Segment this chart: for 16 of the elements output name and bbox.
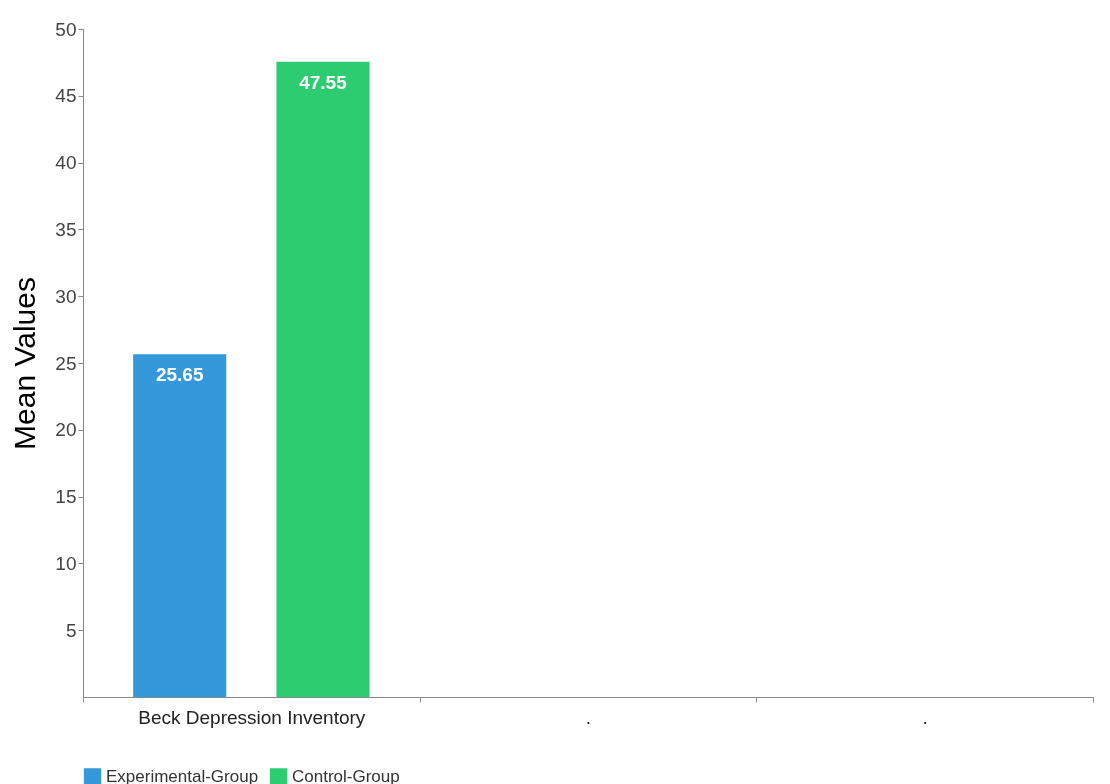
y-tick-label: 10 bbox=[55, 552, 77, 574]
y-axis-title: Mean Values bbox=[8, 277, 42, 450]
y-tick-label: 30 bbox=[55, 285, 77, 307]
y-tick-label: 25 bbox=[55, 352, 77, 374]
y-tick-label: 15 bbox=[55, 486, 77, 508]
x-tick-label: . bbox=[585, 706, 592, 728]
y-tick-label: 35 bbox=[55, 218, 77, 240]
y-tick-label: 20 bbox=[55, 419, 77, 441]
y-tick-label: 50 bbox=[55, 18, 77, 40]
x-tick-label: Beck Depression Inventory bbox=[138, 706, 366, 728]
y-tick-label: 5 bbox=[65, 619, 77, 641]
y-tick-label: 45 bbox=[55, 85, 77, 107]
x-tick-label: . bbox=[922, 706, 928, 728]
data-label: 25.65 bbox=[155, 364, 204, 386]
y-tick-label: 40 bbox=[55, 152, 77, 174]
data-label: 47.55 bbox=[299, 71, 348, 93]
